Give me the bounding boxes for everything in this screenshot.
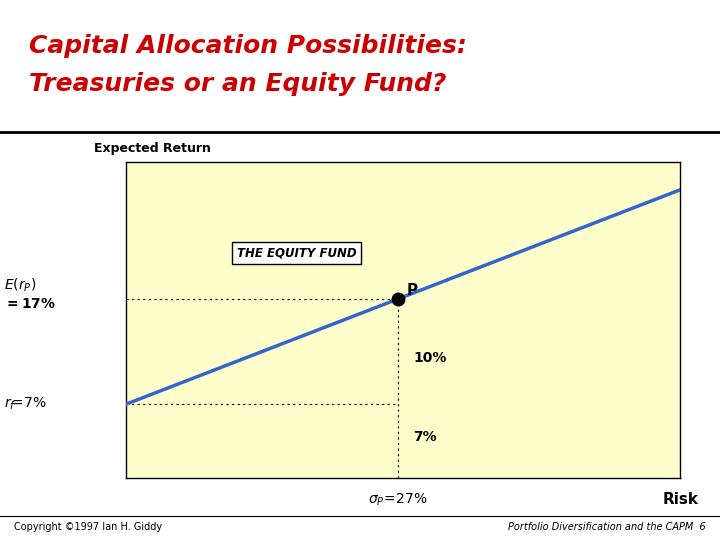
Text: Portfolio Diversification and the CAPM  6: Portfolio Diversification and the CAPM 6 — [508, 522, 706, 531]
Text: 10%: 10% — [413, 351, 446, 365]
Text: $E(r_P)$: $E(r_P)$ — [4, 276, 36, 294]
Text: $\sigma_P\!=\!27\%$: $\sigma_P\!=\!27\%$ — [369, 491, 428, 508]
Text: Capital Allocation Possibilities:: Capital Allocation Possibilities: — [29, 34, 467, 58]
Text: Treasuries or an Equity Fund?: Treasuries or an Equity Fund? — [29, 72, 446, 96]
Text: THE EQUITY FUND: THE EQUITY FUND — [237, 247, 356, 260]
Text: Copyright ©1997 Ian H. Giddy: Copyright ©1997 Ian H. Giddy — [14, 522, 163, 531]
Text: Risk: Risk — [662, 492, 698, 507]
Text: P: P — [406, 282, 418, 298]
Text: 7%: 7% — [413, 430, 437, 444]
Text: $\mathbf{=17\%}$: $\mathbf{=17\%}$ — [4, 298, 55, 311]
Text: $r_f\!\!=\!7\%$: $r_f\!\!=\!7\%$ — [4, 396, 47, 413]
Text: Expected Return: Expected Return — [94, 142, 210, 155]
